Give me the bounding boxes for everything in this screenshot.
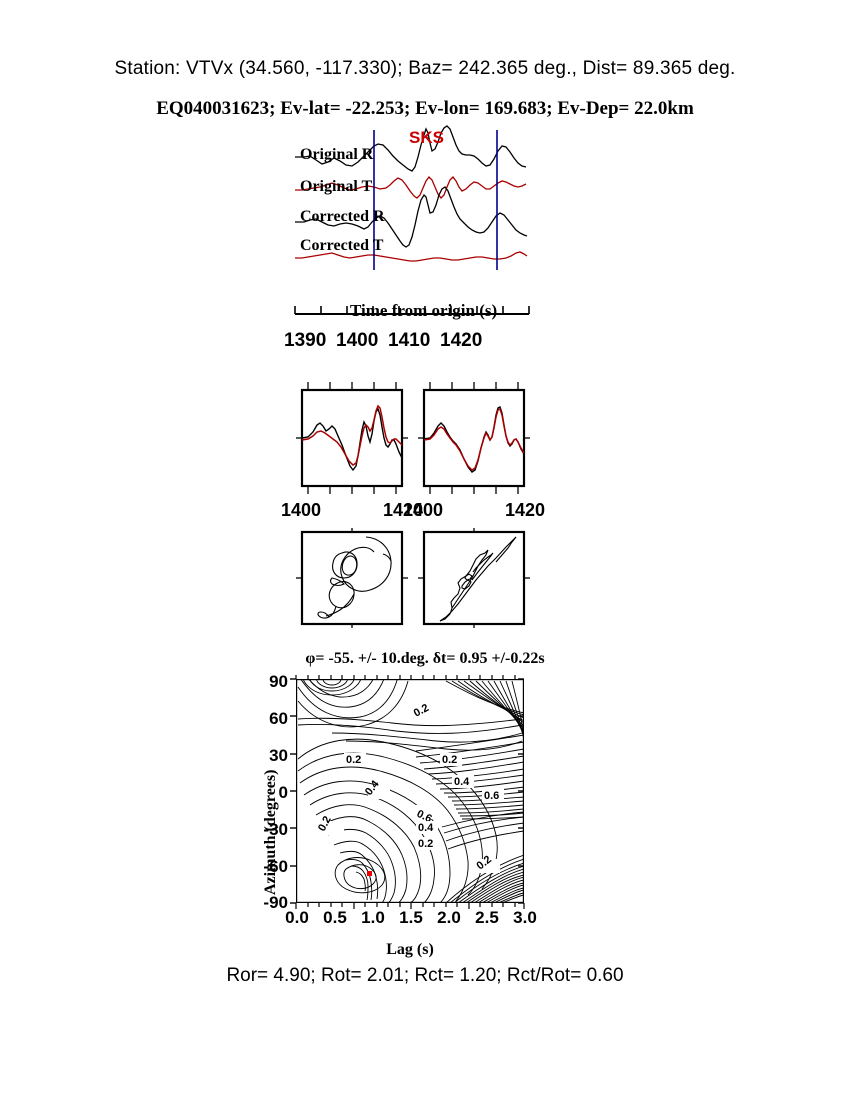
contour-svg: 0.2 0.2 0.2 0.4 0.4 0.6 <box>294 677 526 905</box>
contour-ytick-neg30: -30 <box>263 820 288 839</box>
contour-xtick-1.0: 1.0 <box>361 908 385 927</box>
trace-label-original-r: Original R <box>300 146 374 163</box>
sks-phase-label: SKS <box>409 128 444 147</box>
waveform-panel <box>290 125 535 275</box>
quality-metrics-footer: Ror= 4.90; Rot= 2.01; Rct= 1.20; Rct/Rot… <box>226 965 624 986</box>
contour-xtick-1.5: 1.5 <box>399 908 423 927</box>
time-axis <box>290 300 535 322</box>
contour-ytick-30: 30 <box>269 746 288 765</box>
compare-left-tick-1400: 1400 <box>280 500 322 520</box>
svg-text:0.2: 0.2 <box>418 838 433 850</box>
contour-label-0.6-right: 0.6 <box>482 789 504 802</box>
waveform-traces <box>295 125 528 270</box>
compare-panel-uncorrected <box>296 382 408 494</box>
contour-xtick-3.0: 3.0 <box>513 908 537 927</box>
contour-ytick-60: 60 <box>269 709 288 728</box>
compare-left-tick-1420: 1420 <box>382 500 424 520</box>
trace-label-corrected-t: Corrected T <box>300 237 384 254</box>
contour-ytick-neg60: -60 <box>263 857 288 876</box>
contour-ytick-neg90: -90 <box>263 893 288 912</box>
contour-xtick-2.5: 2.5 <box>475 908 499 927</box>
contour-label-0.2-lower: 0.2 <box>416 837 438 850</box>
contour-label-0.4-lower: 0.4 <box>416 821 438 834</box>
time-tick-1420: 1420 <box>440 330 483 351</box>
event-header-line: EQ040031623; Ev-lat= -22.253; Ev-lon= 16… <box>156 98 694 119</box>
svg-text:0.6: 0.6 <box>484 790 499 802</box>
contour-ytick-0: 0 <box>278 783 288 802</box>
contour-ytick-90: 90 <box>269 672 288 691</box>
compare-right-tick-1420: 1420 <box>504 500 546 520</box>
minimum-marker <box>367 871 372 876</box>
time-tick-1400: 1400 <box>336 330 379 351</box>
svg-text:0.4: 0.4 <box>454 776 470 788</box>
time-axis-title: Time from origin (s) <box>350 301 498 320</box>
time-tick-1410: 1410 <box>388 330 431 351</box>
particle-motion-corrected <box>418 528 530 628</box>
contour-label-0.2-left-lower: 0.2 <box>316 814 344 835</box>
contour-xlabel: Lag (s) <box>386 941 434 958</box>
trace-label-corrected-r: Corrected R <box>300 208 385 225</box>
contour-xtick-2.0: 2.0 <box>437 908 461 927</box>
contour-label-0.4-left: 0.4 <box>363 778 390 799</box>
contour-xtick-0.0: 0.0 <box>285 908 309 927</box>
station-header-line: Station: VTVx (34.560, -117.330); Baz= 2… <box>114 58 736 79</box>
particle-motion-uncorrected <box>296 528 408 628</box>
splitting-result-title: φ= -55. +/- 10.deg. δt= 0.95 +/-0.22s <box>305 650 545 667</box>
contour-label-0.2-mid: 0.2 <box>440 753 462 766</box>
svg-text:0.2: 0.2 <box>442 754 457 766</box>
compare-right-tick-1400: 1400 <box>402 500 444 520</box>
compare-panel-corrected <box>418 382 530 494</box>
contour-label-0.2-top: 0.2 <box>412 702 436 720</box>
trace-label-original-t: Original T <box>300 178 373 195</box>
contour-label-0.2-bottomright: 0.2 <box>474 853 500 873</box>
time-tick-1390: 1390 <box>284 330 327 351</box>
contour-xtick-0.5: 0.5 <box>323 908 347 927</box>
contour-plot: 0.2 0.2 0.2 0.4 0.4 0.6 <box>294 677 526 905</box>
contour-label-0.2-left: 0.2 <box>344 753 366 766</box>
svg-text:0.2: 0.2 <box>346 754 361 766</box>
contour-label-0.4-mid: 0.4 <box>452 775 474 788</box>
svg-text:0.4: 0.4 <box>418 822 434 834</box>
